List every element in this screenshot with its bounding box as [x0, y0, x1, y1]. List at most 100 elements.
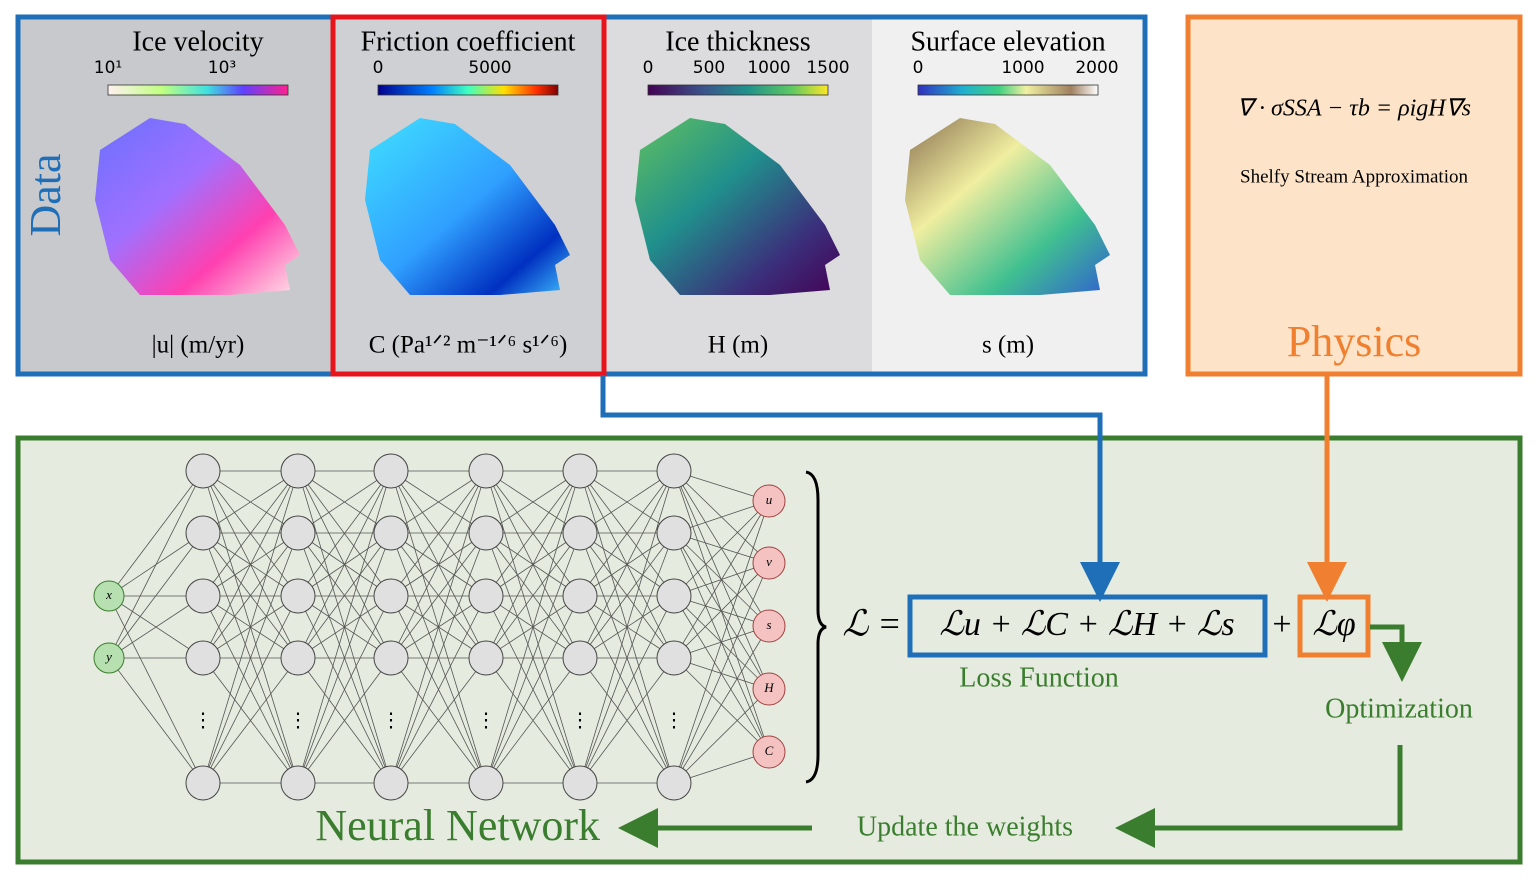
edge — [390, 470, 487, 659]
edge — [202, 657, 299, 784]
colorbar-tick-label: 500 — [693, 58, 725, 78]
edge — [390, 470, 487, 597]
map — [95, 118, 300, 295]
hidden-node — [468, 765, 504, 801]
colorbar — [107, 84, 289, 96]
output-node — [752, 735, 786, 769]
edge — [579, 532, 675, 784]
ellipsis: ⋮ — [193, 710, 213, 732]
edge — [202, 595, 299, 784]
hidden-node — [656, 578, 692, 614]
colorbar-tick-label: 10³ — [208, 58, 236, 78]
colorbar-tick-label: 1500 — [806, 58, 849, 78]
ellipsis: ⋮ — [664, 710, 684, 732]
edge — [390, 532, 487, 784]
colorbar-tick-label: 5000 — [468, 58, 511, 78]
edge — [485, 470, 581, 659]
colorbar — [377, 84, 559, 96]
plus: + — [1272, 606, 1291, 643]
hidden-node — [562, 453, 598, 489]
edge — [108, 657, 204, 784]
colorbar-tick-label: 1000 — [1001, 58, 1044, 78]
edge — [485, 532, 581, 659]
colorbar-tick-label: 1000 — [747, 58, 790, 78]
edge — [390, 595, 487, 784]
hidden-node — [562, 765, 598, 801]
colorbar — [917, 84, 1099, 96]
arrow — [1370, 624, 1422, 682]
edge — [579, 470, 675, 659]
edge — [579, 657, 675, 784]
edge — [485, 470, 581, 534]
edge — [108, 470, 204, 597]
panel-title: Surface elevation — [910, 26, 1105, 57]
brace — [805, 470, 827, 784]
edge — [297, 532, 392, 784]
colorbar-tick-label: 0 — [373, 58, 384, 78]
axis-label: s (m) — [982, 332, 1034, 359]
edge — [579, 470, 675, 597]
edge — [579, 470, 675, 534]
edge — [297, 470, 392, 659]
axis-label: C (Pa¹ᐟ² m⁻¹ᐟ⁶ s¹ᐟ⁶) — [369, 332, 568, 359]
network-label: Neural Network — [315, 801, 600, 850]
panel-title: Ice thickness — [665, 26, 810, 57]
hidden-node — [373, 640, 409, 676]
output-node — [752, 609, 786, 643]
edge — [485, 595, 581, 784]
output-label: C — [765, 743, 774, 758]
hidden-node — [656, 515, 692, 551]
colorbar-tick-label: 0 — [643, 58, 654, 78]
output-label: u — [766, 492, 773, 507]
panel-title: Ice velocity — [132, 26, 263, 57]
edge — [202, 532, 299, 784]
ellipsis: ⋮ — [570, 710, 590, 732]
edge — [485, 657, 581, 784]
input-node — [93, 642, 125, 674]
edge — [673, 625, 770, 784]
hidden-node — [562, 578, 598, 614]
map — [905, 118, 1110, 295]
edge — [579, 595, 675, 784]
edge — [579, 532, 675, 659]
hidden-node — [468, 640, 504, 676]
hidden-node — [656, 640, 692, 676]
edge — [485, 470, 581, 597]
hidden-node — [280, 515, 316, 551]
ellipsis: ⋮ — [476, 710, 496, 732]
loss-label: Loss Function — [959, 662, 1118, 693]
hidden-node — [185, 765, 221, 801]
ellipsis: ⋮ — [381, 710, 401, 732]
update-label: Update the weights — [857, 811, 1073, 842]
edge — [108, 470, 204, 659]
hidden-node — [280, 578, 316, 614]
edge — [673, 562, 770, 659]
hidden-node — [280, 453, 316, 489]
edge — [579, 470, 675, 784]
colorbar — [647, 84, 829, 96]
hidden-node — [373, 453, 409, 489]
arrow — [600, 375, 1120, 602]
physics-label: Physics — [1287, 317, 1421, 366]
ellipsis: ⋮ — [288, 710, 308, 732]
hidden-node — [562, 640, 598, 676]
colorbar-tick-label: 10¹ — [94, 58, 122, 78]
loss-lhs: ℒ = — [842, 603, 901, 643]
caption: Shelfy Stream Approximation — [1240, 166, 1468, 187]
hidden-node — [656, 453, 692, 489]
physics-box — [1185, 14, 1523, 377]
network: ⋮ ⋮ ⋮ ⋮ ⋮ ⋮ x y u v s H C — [93, 453, 786, 801]
hidden-node — [468, 453, 504, 489]
edge — [297, 532, 392, 659]
friction-box — [330, 14, 607, 377]
edge — [390, 470, 487, 784]
edge — [202, 470, 299, 784]
input-label: x — [105, 587, 112, 602]
colorbar-tick-label: 0 — [913, 58, 924, 78]
optimization: Optimization — [1325, 693, 1473, 724]
hidden-node — [468, 515, 504, 551]
hidden-node — [562, 515, 598, 551]
hidden-node — [656, 765, 692, 801]
edge — [297, 470, 392, 597]
